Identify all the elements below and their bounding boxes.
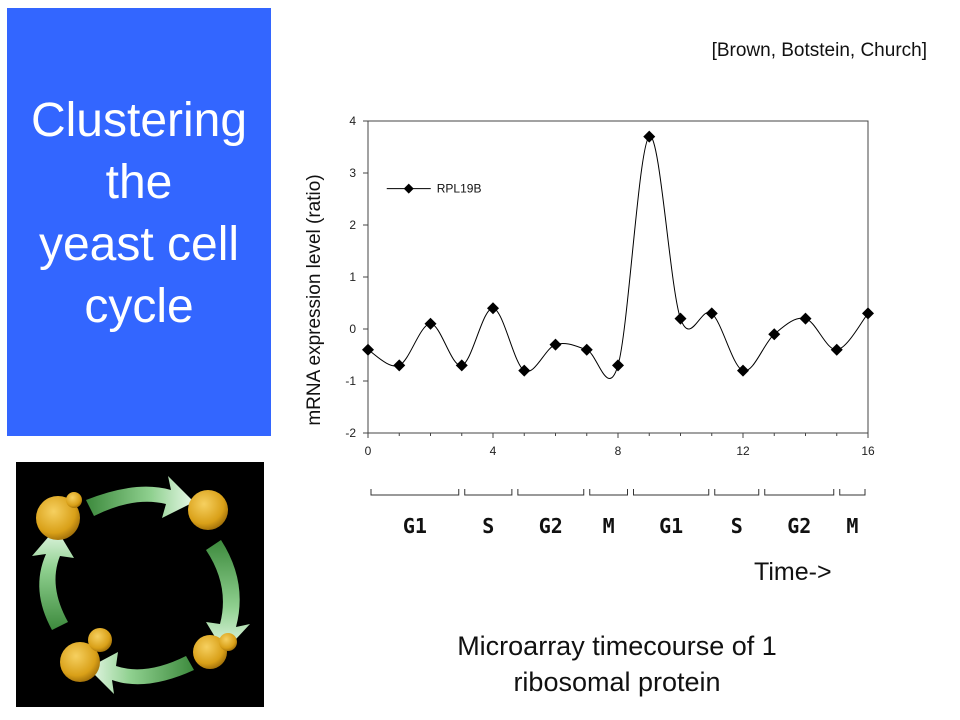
phase-bracket (714, 489, 760, 496)
y-axis-label: mRNA expression level (ratio) (304, 174, 325, 426)
phase-bracket (517, 489, 585, 496)
y-tick-label: 3 (349, 166, 356, 180)
phase-label: G1 (659, 514, 683, 538)
phase-label: S (482, 514, 494, 538)
phase-label: G1 (403, 514, 427, 538)
y-tick-label: 2 (349, 218, 356, 232)
series-line (367, 136, 869, 379)
data-point (674, 312, 687, 325)
data-point (549, 338, 562, 351)
yeast-cell (219, 633, 237, 651)
arrow-shape (86, 476, 194, 518)
x-tick-label: 4 (490, 444, 497, 458)
data-point (487, 302, 499, 315)
data-point (830, 343, 843, 356)
yeast-cell (188, 490, 228, 530)
cell-cycle-image (16, 462, 264, 707)
data-point (799, 312, 812, 325)
title-line: cycle (84, 280, 194, 333)
title-panel: Clustering the yeast cell cycle (7, 8, 271, 436)
title-line: Clustering (30, 94, 248, 147)
legend-marker (403, 183, 414, 194)
phase-bracket (633, 489, 710, 496)
phase-bracket (589, 489, 628, 496)
caption-line: ribosomal protein (513, 667, 721, 697)
arrow-shape (206, 540, 250, 652)
y-tick-label: 0 (349, 322, 356, 336)
yeast-cell (193, 635, 227, 669)
phase-bracket (464, 489, 513, 496)
phase-bracket (764, 489, 835, 496)
plot-frame (367, 120, 869, 434)
x-tick-label: 12 (736, 444, 750, 458)
yeast-cell (88, 628, 112, 652)
data-point (424, 317, 437, 330)
phase-label: G2 (539, 514, 563, 538)
data-point (393, 359, 406, 372)
y-tick-label: -1 (345, 374, 356, 388)
data-point (643, 130, 656, 143)
phase-bracket (370, 489, 460, 496)
data-point (612, 359, 624, 372)
x-tick-label: 0 (365, 444, 372, 458)
citation: [Brown, Botstein, Church] (711, 40, 927, 61)
phase-label: M (603, 514, 615, 538)
arrow-shape (32, 528, 74, 630)
data-point (862, 307, 874, 320)
phase-label: M (846, 514, 858, 538)
x-tick-label: 16 (861, 444, 875, 458)
time-arrow-label: Time-> (754, 558, 832, 586)
data-point (455, 359, 468, 372)
data-point (580, 343, 593, 356)
phase-label: S (731, 514, 743, 538)
phase-bracket (839, 489, 866, 496)
yeast-cell (36, 496, 80, 540)
title-line: yeast cell (38, 218, 240, 271)
caption-line: Microarray timecourse of 1 (457, 631, 777, 661)
legend-label: RPL19B (437, 182, 482, 196)
cell-cycle-diagram (32, 476, 250, 694)
data-point (362, 343, 374, 356)
y-tick-label: -2 (345, 426, 356, 440)
phase-label: G2 (787, 514, 811, 538)
data-point (518, 364, 531, 377)
y-tick-label: 4 (349, 114, 356, 128)
data-point (705, 307, 718, 320)
yeast-cell (60, 642, 100, 682)
data-point (768, 328, 781, 341)
x-tick-label: 8 (615, 444, 622, 458)
y-tick-label: 1 (349, 270, 356, 284)
arrow-shape (88, 652, 194, 694)
yeast-cell (66, 492, 82, 508)
title-line: the (105, 156, 173, 209)
data-point (737, 364, 749, 377)
slide-title: Clustering the yeast cell cycle (31, 90, 247, 338)
caption: Microarray timecourse of 1 ribosomal pro… (407, 628, 827, 700)
